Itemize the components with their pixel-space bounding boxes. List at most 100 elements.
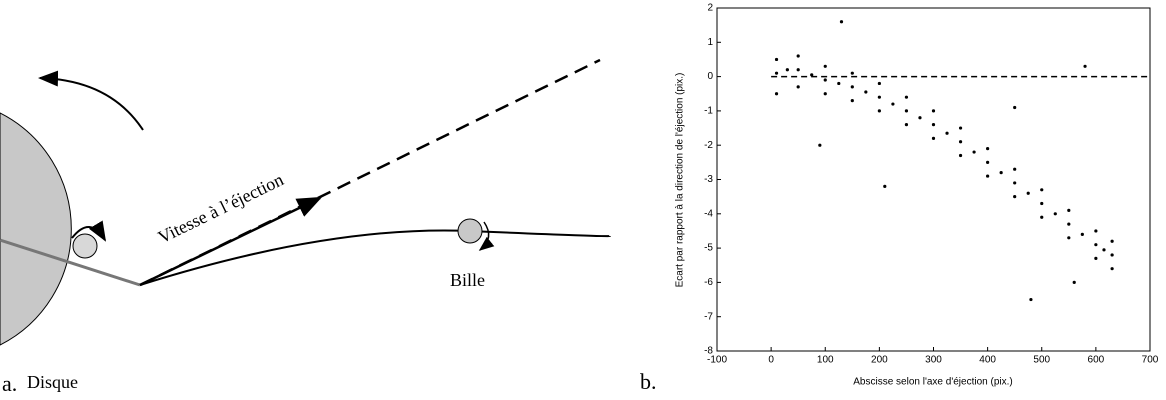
velocity-label: Vitesse à l’éjection	[155, 169, 287, 247]
point	[918, 116, 922, 120]
ejection-direction	[139, 58, 601, 287]
point	[931, 123, 936, 127]
point	[796, 54, 800, 58]
point	[1094, 256, 1098, 260]
point	[883, 184, 887, 188]
point	[945, 131, 949, 135]
ball-spin-arrow	[478, 221, 495, 251]
x-tick-label: 700	[1142, 355, 1159, 366]
point	[931, 136, 936, 140]
point	[986, 174, 990, 178]
y-tick-label: -6	[704, 277, 713, 288]
point	[823, 92, 827, 96]
point	[1040, 215, 1044, 219]
point	[1067, 236, 1071, 240]
x-tick-label: 300	[925, 355, 942, 366]
y-tick-label: -7	[704, 311, 713, 322]
point	[810, 73, 814, 77]
point	[850, 99, 854, 103]
point	[839, 20, 844, 24]
point	[958, 140, 963, 144]
point	[1040, 201, 1044, 206]
panel-label: a.	[2, 371, 17, 396]
point	[972, 150, 976, 154]
point	[1080, 232, 1084, 236]
y-tick-label: 2	[707, 3, 713, 14]
point	[904, 95, 909, 99]
point	[1067, 222, 1071, 226]
point	[1013, 195, 1017, 199]
x-tick-label: 400	[979, 355, 996, 366]
point	[999, 171, 1003, 175]
point	[1026, 191, 1030, 195]
scatter-plot: b. Abscisse selon l'axe d'éjection (pix.…	[640, 3, 1159, 394]
point	[1013, 167, 1017, 171]
point	[1040, 188, 1044, 192]
point	[986, 160, 990, 164]
x-axis-label: Abscisse selon l'axe d'éjection (pix.)	[853, 377, 1012, 388]
x-tick-label: 0	[768, 355, 774, 366]
point	[1094, 243, 1098, 247]
point	[850, 71, 854, 75]
point	[1110, 239, 1114, 243]
trajectory	[139, 229, 611, 286]
point	[774, 71, 779, 75]
spin-arrow	[71, 220, 107, 242]
y-tick-label: 0	[707, 71, 713, 82]
y-tick-label: -2	[704, 140, 713, 151]
x-tick-label: 600	[1088, 355, 1105, 366]
plot-frame	[716, 7, 1151, 352]
velocity-arrow	[139, 196, 323, 287]
point	[864, 90, 868, 94]
y-axis-label: Ecart par rapport à la direction de l'éj…	[675, 73, 686, 288]
point	[986, 147, 990, 151]
point	[796, 85, 800, 89]
point	[877, 95, 881, 99]
point	[1053, 212, 1057, 216]
disk	[0, 112, 72, 346]
point	[774, 92, 779, 96]
point	[796, 68, 800, 72]
x-tick-label: 500	[1033, 355, 1050, 366]
ball-label: Bille	[450, 270, 485, 290]
point	[877, 81, 881, 86]
point	[818, 143, 822, 147]
x-tick-label: 100	[817, 355, 834, 366]
point	[931, 109, 936, 113]
y-tick-label: 1	[707, 37, 713, 48]
point	[823, 64, 827, 68]
point	[1013, 105, 1017, 110]
y-tick-label: -1	[704, 106, 713, 117]
point	[891, 102, 895, 106]
point	[1029, 297, 1033, 302]
point	[823, 78, 827, 82]
y-tick-label: -3	[704, 174, 713, 185]
point	[1072, 280, 1076, 284]
y-tick-label: -5	[704, 243, 713, 254]
point	[1067, 208, 1071, 212]
x-tick-label: -100	[707, 355, 727, 366]
y-tick-label: -8	[704, 346, 713, 357]
point	[877, 109, 881, 113]
point	[1013, 181, 1017, 185]
diagram: Vitesse à l’éjection Bille Disque a.	[0, 58, 611, 396]
point	[904, 123, 909, 127]
point	[1110, 267, 1114, 271]
disk-label: Disque	[27, 372, 78, 392]
point	[904, 109, 909, 113]
y-tick-label: -4	[704, 208, 713, 219]
point	[837, 81, 841, 86]
small-ball	[72, 233, 98, 259]
ball	[457, 218, 483, 244]
panel-label: b.	[640, 369, 657, 394]
point	[774, 57, 779, 62]
point	[850, 85, 854, 89]
point	[958, 126, 963, 130]
point	[958, 153, 963, 158]
point	[1094, 229, 1098, 233]
point	[1110, 253, 1114, 257]
rotation-arrow	[38, 70, 144, 131]
point	[785, 68, 789, 72]
